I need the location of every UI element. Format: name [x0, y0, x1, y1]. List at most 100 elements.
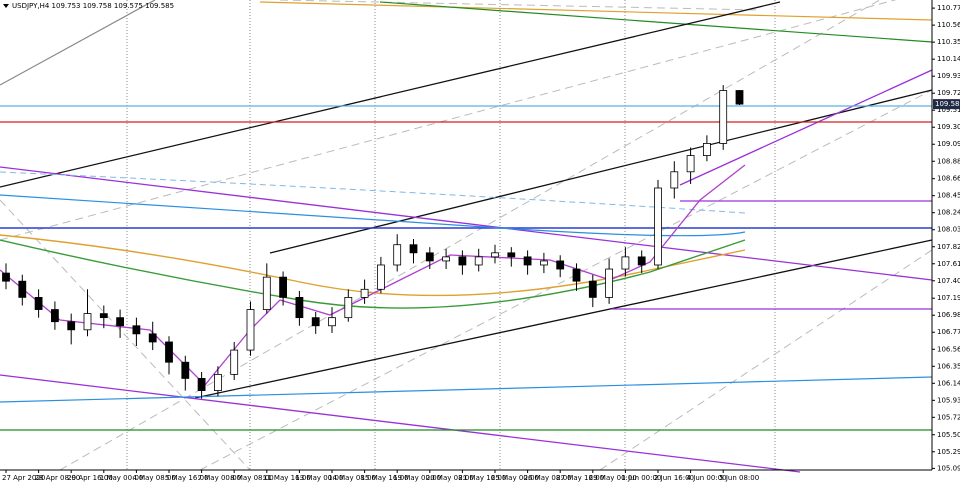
symbol: USDJPY,H4	[12, 2, 50, 10]
y-tick-label: 105.720	[937, 413, 960, 421]
candle-body	[719, 90, 728, 144]
y-tick-label: 108.665	[937, 175, 960, 183]
y-tick-label: 107.405	[937, 277, 960, 285]
x-tick-label: 27 Apr 2020	[2, 474, 45, 482]
candle-body	[132, 325, 141, 335]
x-tick-label: 25 May 00:00	[491, 474, 539, 482]
y-tick-label: 106.350	[937, 362, 960, 370]
analysis-lines	[0, 0, 933, 473]
y-tick-label: 109.300	[937, 123, 960, 131]
y-tick-label: 105.505	[937, 431, 960, 439]
x-tick-label: 19 May 00:00	[393, 474, 441, 482]
candle-body	[67, 321, 76, 331]
candle-body	[393, 244, 402, 266]
candle-body	[328, 317, 336, 327]
candle-body	[360, 288, 369, 298]
y-tick-label: 107.825	[937, 243, 960, 251]
candle-body	[34, 296, 43, 310]
y-tick-label: 107.190	[937, 294, 960, 302]
y-tick-label: 110.350	[937, 38, 960, 46]
candle-body	[213, 373, 222, 391]
candle-body	[425, 252, 434, 262]
x-tick-label: 20 May 08:00	[426, 474, 474, 482]
x-tick-label: 27 May 16:00	[556, 474, 604, 482]
candle-body	[637, 256, 646, 266]
x-tick-label: 26 May 08:00	[524, 474, 572, 482]
vertical-grid	[126, 0, 776, 470]
candle-body	[18, 280, 27, 298]
candle-body	[442, 256, 451, 262]
candle-body	[197, 378, 206, 391]
header-arrow	[3, 4, 9, 8]
y-tick-label: 108.880	[937, 157, 960, 165]
candle-body	[295, 296, 304, 319]
x-tick-label: 1 Jun 00:00	[621, 474, 661, 482]
x-tick-label: 1 May 00:00	[100, 474, 144, 482]
candle-body	[181, 361, 190, 379]
candle-body	[474, 256, 483, 266]
y-tick-label: 105.295	[937, 448, 960, 456]
x-tick-label: 4 Jun 00:00	[687, 474, 727, 482]
x-tick-label: 29 Apr 16:00	[67, 474, 113, 482]
candle-body	[262, 276, 271, 310]
y-tick-label: 105.930	[937, 396, 960, 404]
chart-header: USDJPY,H4 109.753 109.758 109.575 109.58…	[12, 2, 174, 10]
y-tick-label: 108.035	[937, 226, 960, 234]
candle-body	[246, 309, 255, 351]
candle-body	[409, 244, 418, 254]
header-low: 109.575	[114, 2, 143, 10]
header-open: 109.753	[52, 2, 81, 10]
candle-body	[621, 256, 630, 270]
candle-body	[540, 260, 548, 266]
y-tick-label: 109.510	[937, 106, 960, 114]
candle-body	[376, 264, 385, 290]
x-tick-label: 4 May 08:00	[132, 474, 176, 482]
candle-body	[686, 155, 695, 173]
candle-body	[605, 268, 613, 298]
y-tick-label: 109.930	[937, 72, 960, 80]
x-tick-label: 5 Jun 08:00	[719, 474, 759, 482]
candle-body	[83, 313, 92, 331]
x-tick-label: 15 May 16:00	[361, 474, 409, 482]
candle-body	[99, 313, 108, 319]
last-price-box	[933, 99, 960, 110]
y-tick-label: 110.560	[937, 21, 960, 29]
x-tick-label: 28 Apr 08:00	[35, 474, 81, 482]
candle-body	[556, 260, 565, 270]
candle-body	[703, 143, 711, 156]
candle-body	[311, 317, 320, 327]
x-tick-label: 21 May 16:00	[458, 474, 506, 482]
candle-body	[51, 309, 59, 323]
candle-body	[735, 90, 744, 105]
candle-body	[344, 296, 353, 319]
y-tick-label: 109.720	[937, 89, 960, 97]
candle-body	[507, 252, 516, 258]
candle-body	[654, 187, 662, 266]
y-tick-label: 109.090	[937, 140, 960, 148]
candle-body	[148, 333, 157, 343]
y-tick-label: 108.245	[937, 209, 960, 217]
y-tick-label: 108.455	[937, 192, 960, 200]
x-tick-label: 11 May 16:00	[263, 474, 311, 482]
header-close: 109.585	[145, 2, 174, 10]
header-high: 109.758	[83, 2, 112, 10]
candle-body	[279, 276, 288, 298]
y-tick-label: 106.140	[937, 379, 960, 387]
candle-body	[2, 272, 10, 282]
x-tick-label: 2 Jun 16:00	[654, 474, 694, 482]
candle-body	[165, 341, 173, 363]
candle-body	[116, 317, 124, 327]
candle-body	[458, 256, 467, 266]
candle-body	[523, 256, 532, 266]
y-tick-label: 110.140	[937, 55, 960, 63]
x-tick-label: 8 May 08:00	[230, 474, 274, 482]
x-tick-label: 29 May 00:00	[589, 474, 637, 482]
candle-body	[572, 268, 581, 282]
x-tick-label: 7 May 00:00	[198, 474, 242, 482]
last-price-label: 109.585	[935, 100, 960, 108]
x-tick-label: 13 May 00:00	[295, 474, 343, 482]
y-tick-label: 106.770	[937, 328, 960, 336]
candle-body	[670, 171, 679, 189]
candle-body	[588, 280, 597, 298]
